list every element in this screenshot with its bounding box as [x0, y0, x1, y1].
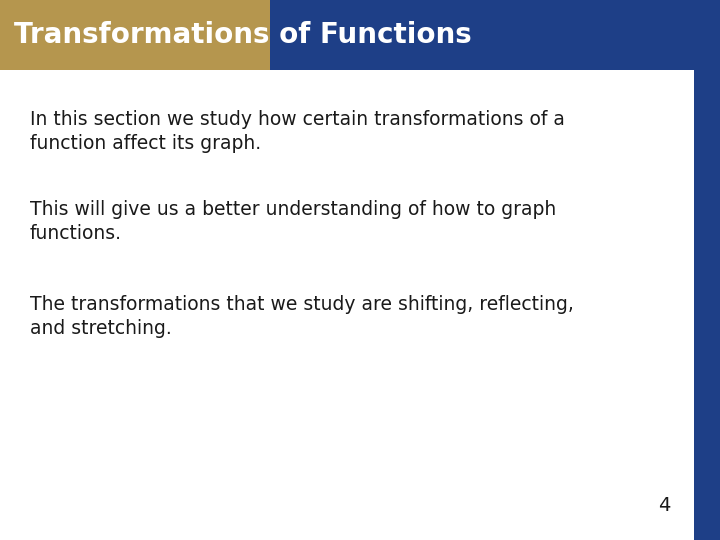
Text: 4: 4	[657, 496, 670, 515]
Bar	[0, 0, 270, 70]
Text: This will give us a better understanding of how to graph
functions.: This will give us a better understanding…	[30, 200, 557, 243]
Bar	[270, 0, 720, 70]
Text: Transformations of Functions: Transformations of Functions	[14, 21, 472, 49]
Bar	[694, 70, 720, 540]
Text: The transformations that we study are shifting, reflecting,
and stretching.: The transformations that we study are sh…	[30, 295, 574, 338]
Text: In this section we study how certain transformations of a
function affect its gr: In this section we study how certain tra…	[30, 110, 565, 153]
